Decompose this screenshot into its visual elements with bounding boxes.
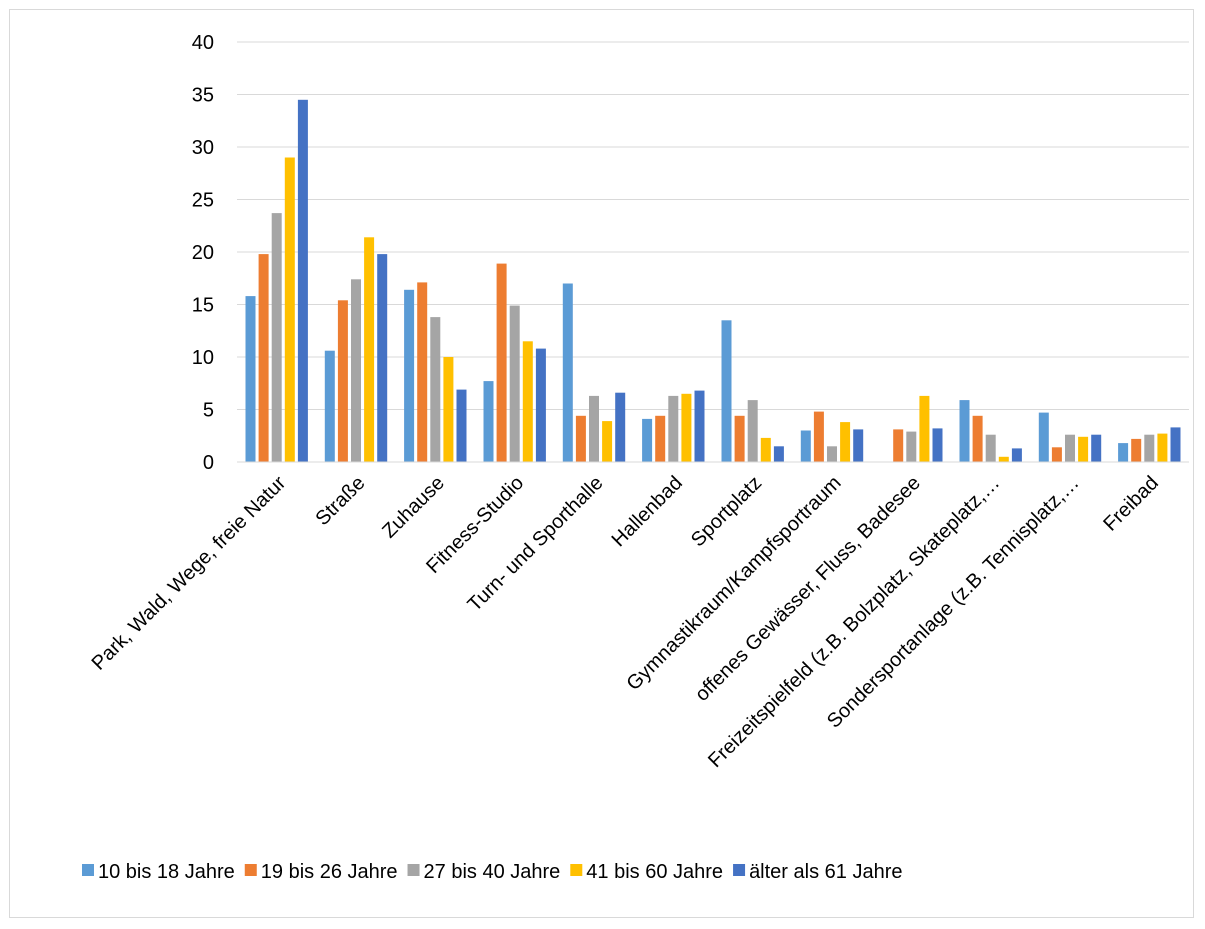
legend-label: 10 bis 18 Jahre bbox=[98, 861, 235, 883]
bar bbox=[483, 381, 494, 462]
y-tick-label: 5 bbox=[203, 400, 214, 422]
bar bbox=[509, 305, 520, 462]
bar bbox=[284, 157, 295, 462]
legend-swatch bbox=[244, 864, 257, 876]
y-tick-label: 15 bbox=[192, 295, 214, 317]
bar bbox=[1170, 427, 1181, 462]
bar bbox=[1038, 412, 1049, 462]
y-tick-label: 10 bbox=[192, 347, 214, 369]
bar bbox=[721, 320, 732, 463]
bar bbox=[840, 422, 851, 462]
bar bbox=[747, 400, 758, 462]
bar bbox=[404, 289, 415, 462]
bar bbox=[615, 392, 626, 462]
bar bbox=[773, 446, 784, 463]
y-tick-label: 20 bbox=[192, 242, 214, 264]
y-tick-label: 0 bbox=[203, 452, 214, 474]
bar bbox=[972, 415, 983, 462]
bar bbox=[998, 456, 1009, 463]
bar bbox=[351, 279, 361, 462]
bar bbox=[562, 283, 573, 462]
bar bbox=[443, 357, 454, 462]
x-tick-label: Hallenbad bbox=[608, 472, 687, 551]
bars bbox=[245, 99, 1181, 463]
bar bbox=[681, 393, 692, 463]
y-tick-label: 35 bbox=[192, 85, 214, 107]
bar bbox=[602, 421, 613, 462]
bar bbox=[668, 395, 679, 462]
bar bbox=[364, 237, 375, 462]
bar bbox=[985, 434, 996, 462]
bar bbox=[535, 348, 546, 462]
bar bbox=[297, 99, 308, 463]
bar bbox=[522, 341, 533, 463]
legend: 10 bis 18 Jahre 19 bis 26 Jahre 27 bis 40 … bbox=[82, 861, 902, 883]
legend-swatch bbox=[570, 864, 583, 876]
bar bbox=[245, 296, 256, 462]
y-tick-label: 30 bbox=[192, 137, 214, 159]
bar bbox=[377, 254, 388, 462]
bar bbox=[1157, 433, 1168, 462]
bar bbox=[642, 418, 653, 462]
y-axis-ticks: 0 5 10 15 20 25 30 35 40 bbox=[192, 32, 214, 474]
y-tick-label: 25 bbox=[192, 190, 214, 212]
bar bbox=[1131, 438, 1142, 462]
legend-swatch bbox=[82, 864, 94, 876]
chart-frame bbox=[9, 9, 1194, 918]
bar bbox=[932, 428, 943, 462]
bar bbox=[324, 350, 335, 462]
legend-swatch bbox=[407, 864, 420, 876]
bar bbox=[430, 317, 441, 462]
bar bbox=[919, 395, 930, 462]
bar bbox=[1091, 434, 1102, 462]
bar bbox=[813, 411, 824, 462]
bar bbox=[1118, 443, 1129, 462]
bar bbox=[1144, 434, 1155, 462]
x-tick-label: Straße bbox=[312, 472, 370, 530]
bar bbox=[258, 254, 269, 462]
bar bbox=[589, 395, 599, 462]
bar bbox=[417, 282, 428, 462]
bar bbox=[1065, 434, 1075, 462]
bar bbox=[906, 431, 917, 462]
bar bbox=[800, 430, 811, 462]
bar bbox=[575, 415, 586, 462]
bar bbox=[456, 389, 467, 462]
bar bbox=[853, 429, 864, 462]
legend-label: 19 bis 26 Jahre bbox=[261, 861, 398, 883]
bar bbox=[496, 263, 507, 462]
bar bbox=[827, 446, 837, 463]
bar bbox=[655, 415, 666, 462]
x-tick-label: Sportplatz bbox=[687, 472, 766, 551]
bar bbox=[734, 415, 745, 462]
legend-swatch bbox=[733, 864, 746, 876]
bar bbox=[893, 429, 904, 462]
bar bbox=[1011, 448, 1022, 462]
legend-label: älter als 61 Jahre bbox=[749, 861, 902, 883]
legend-label: 27 bis 40 Jahre bbox=[424, 861, 561, 883]
x-axis-labels: Park, Wald, Wege, freie Natur Straße Zuhau… bbox=[88, 472, 1163, 772]
bar bbox=[959, 400, 970, 462]
bar bbox=[1051, 447, 1062, 462]
legend-label: 41 bis 60 Jahre bbox=[586, 861, 723, 883]
bar bbox=[337, 300, 348, 462]
x-tick-label: Freibad bbox=[1099, 472, 1163, 536]
gridlines bbox=[237, 41, 1189, 410]
bar bbox=[271, 213, 282, 462]
x-tick-label: Freizeitspielfeld (z.B. Bolzplatz, Skate… bbox=[704, 472, 1004, 772]
bar bbox=[1078, 436, 1089, 462]
bar bbox=[694, 390, 705, 462]
x-tick-label: Turn- und Sporthalle bbox=[464, 472, 608, 616]
bar bbox=[760, 437, 771, 462]
x-tick-label: Park, Wald, Wege, freie Natur bbox=[88, 472, 291, 675]
y-tick-label: 40 bbox=[192, 32, 214, 54]
x-tick-label: Zuhause bbox=[378, 472, 449, 543]
